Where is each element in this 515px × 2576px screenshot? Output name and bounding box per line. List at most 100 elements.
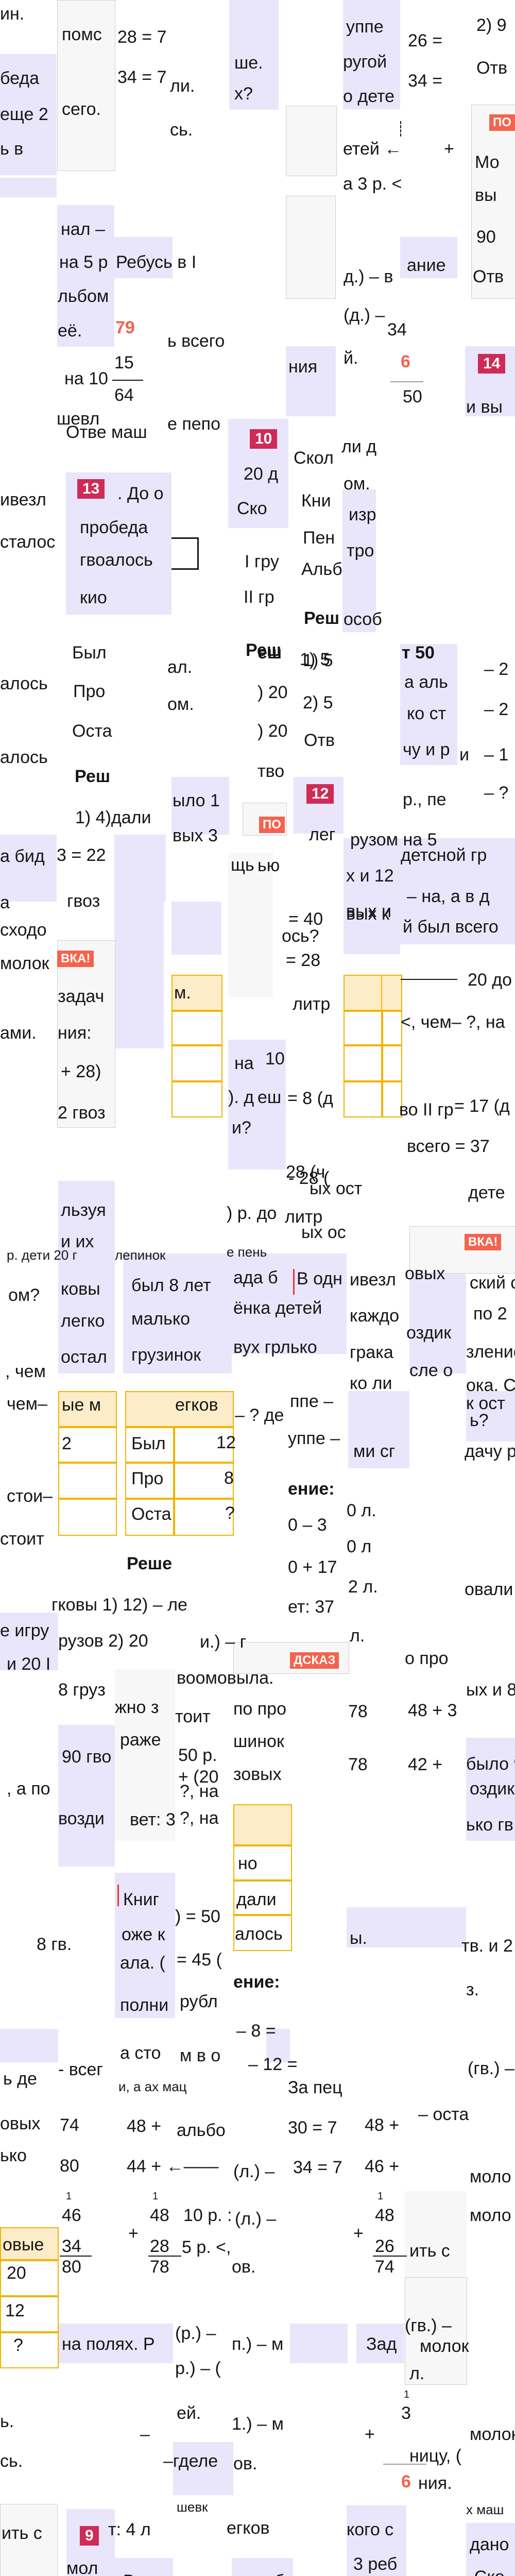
text-fragment: 1) 5 <box>303 651 333 670</box>
divider-line <box>373 2256 407 2257</box>
text-fragment: ? <box>13 2335 23 2355</box>
text-fragment: р., пе <box>403 790 447 809</box>
text-fragment: Кни <box>301 491 331 511</box>
text-fragment: ивезл <box>350 1270 396 1290</box>
text-fragment: и 20 I <box>7 1654 51 1674</box>
hint-panel <box>471 105 515 299</box>
text-fragment: ёнка детей <box>233 1298 322 1318</box>
text-fragment: (гв.) – <box>405 2316 452 2335</box>
text-fragment: 20 д <box>244 464 279 484</box>
text-fragment: 26 = <box>408 31 443 50</box>
text-fragment: 48 + <box>127 2116 162 2136</box>
table-cell <box>171 1010 222 1046</box>
text-fragment: ом? <box>8 1285 40 1305</box>
text-fragment: ание <box>407 256 446 275</box>
text-fragment: ей. <box>177 2403 201 2423</box>
text-fragment: ами. <box>0 1023 37 1043</box>
hint-badge[interactable]: ПО <box>489 114 515 131</box>
text-fragment: легко <box>61 1311 105 1331</box>
highlight-box <box>114 237 173 278</box>
text-fragment: овых <box>0 2114 41 2133</box>
text-fragment: шинок <box>233 1732 284 1751</box>
text-fragment: 79 <box>115 318 135 337</box>
text-fragment: – <box>140 2425 150 2444</box>
text-fragment: во II гр <box>399 1100 454 1120</box>
text-fragment: особ <box>344 609 382 629</box>
text-fragment: 78 <box>150 2257 169 2277</box>
text-fragment: ь де <box>3 2069 37 2089</box>
text-fragment: было 9 <box>466 1754 515 1774</box>
hint-badge[interactable]: ДСКАЗ <box>290 1652 339 1669</box>
text-fragment: еще 2 <box>0 105 48 124</box>
text-fragment: (д.) – <box>344 306 385 325</box>
text-fragment: но <box>238 1854 258 1873</box>
text-fragment: 2 гвоз <box>58 1103 106 1123</box>
text-fragment: кого с <box>347 2520 394 2539</box>
text-fragment: 2 <box>62 1434 72 1453</box>
text-fragment: вых к <box>346 904 389 924</box>
text-fragment: 50 <box>403 387 422 406</box>
text-fragment: овые <box>3 2235 44 2255</box>
text-fragment: возди <box>58 1809 105 1828</box>
highlight-box <box>114 835 166 902</box>
text-fragment: алось <box>0 748 48 767</box>
text-fragment: 3 реб <box>353 2554 398 2574</box>
text-fragment: ом. <box>344 474 370 494</box>
text-fragment: Про <box>131 1469 164 1488</box>
text-fragment: (р.) – <box>175 2324 216 2343</box>
text-fragment: вых 3 <box>173 826 218 845</box>
text-fragment: кио <box>80 588 107 607</box>
text-caret-icon[interactable] <box>293 1269 295 1295</box>
text-fragment: Книг <box>123 1890 159 1909</box>
text-fragment: её. <box>58 321 82 341</box>
text-fragment: 1 <box>377 2191 384 2202</box>
highlight-box <box>0 1613 58 1643</box>
hint-panel <box>57 940 115 1128</box>
text-fragment: оздик <box>470 1779 515 1799</box>
hint-badge[interactable]: ВКА! <box>465 1234 502 1250</box>
hint-badge[interactable]: ВКА! <box>57 951 94 967</box>
hint-panel <box>405 2277 467 2385</box>
table-cell <box>344 1044 383 1082</box>
highlight-box <box>343 0 400 109</box>
problem-number-badge: 12 <box>306 784 334 804</box>
table-cell <box>171 1044 222 1082</box>
text-fragment: ов. <box>233 2454 258 2473</box>
text-fragment: егков <box>227 2518 270 2538</box>
text-fragment: алось <box>235 1924 283 1944</box>
table-cell <box>0 2295 59 2333</box>
text-fragment: о про <box>405 1649 449 1668</box>
text-fragment: 50 р. <box>178 1745 217 1765</box>
table-cell <box>125 1498 175 1536</box>
text-fragment: ) р. до <box>227 1204 277 1223</box>
hint-badge[interactable]: ПО <box>259 817 285 833</box>
text-fragment: Ребусь в I <box>116 252 197 272</box>
text-fragment: чу и р <box>403 740 450 759</box>
text-fragment: 12 <box>216 1433 236 1452</box>
highlight-box <box>347 2505 406 2576</box>
text-fragment: ить с <box>409 2241 450 2261</box>
highlight-box <box>58 2324 173 2363</box>
text-fragment: + <box>365 2425 375 2444</box>
text-fragment: ) 20 <box>258 721 288 741</box>
text-fragment: ко ли <box>350 1374 392 1393</box>
text-fragment: ь? <box>470 1411 489 1430</box>
table-cell <box>58 1391 117 1428</box>
text-fragment: ния <box>288 357 318 377</box>
text-fragment: Реш <box>246 640 282 660</box>
text-fragment: ния. <box>418 2473 452 2493</box>
text-fragment: рузом на 5 <box>350 830 437 850</box>
text-fragment: В ки <box>123 2572 157 2576</box>
text-fragment: – 2 <box>484 659 509 679</box>
text-caret-icon[interactable] <box>117 1885 119 1906</box>
text-fragment: ь всего <box>167 331 225 351</box>
text-fragment: = 45 ( <box>177 1950 222 1970</box>
text-fragment: 2) 5 <box>303 693 333 713</box>
problem-number-badge: 9 <box>80 2526 99 2546</box>
text-fragment: х маш <box>466 2502 504 2517</box>
text-fragment: 80 <box>60 2156 79 2176</box>
text-fragment: ругой <box>343 52 387 72</box>
text-fragment: т 50 <box>402 643 435 663</box>
text-fragment: 0 л <box>347 1537 372 1556</box>
text-fragment: ось? <box>282 926 319 946</box>
